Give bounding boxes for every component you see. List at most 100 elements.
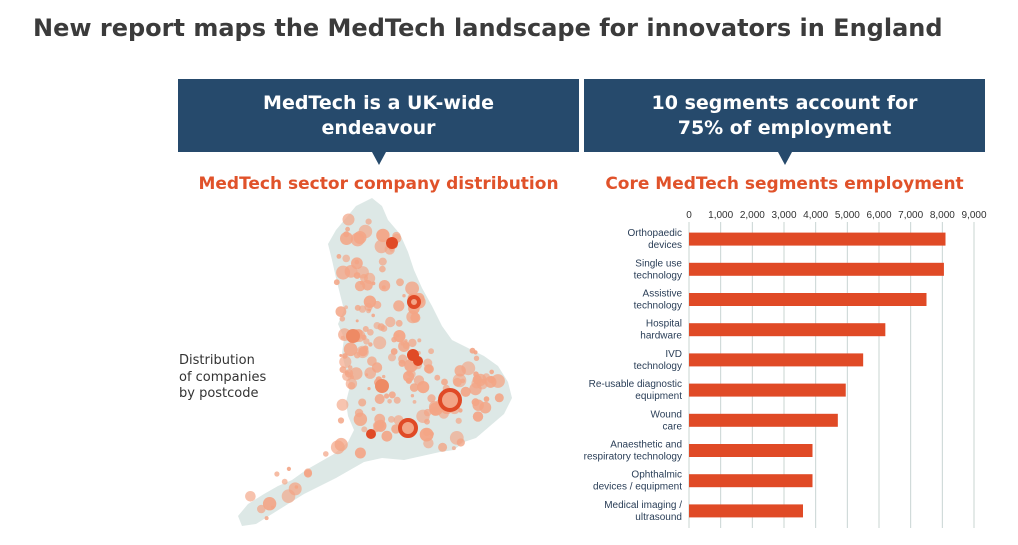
company-dot xyxy=(367,387,371,391)
company-dot xyxy=(340,335,345,340)
company-dot xyxy=(405,377,412,384)
company-dot xyxy=(373,322,381,330)
company-dot xyxy=(345,377,358,390)
x-tick-label: 0 xyxy=(686,210,692,221)
category-label: technology xyxy=(634,301,682,312)
company-dot xyxy=(342,213,355,226)
x-tick-label: 3,000 xyxy=(771,210,796,221)
company-dot xyxy=(395,319,403,327)
company-dot xyxy=(473,355,480,361)
company-dot xyxy=(366,308,371,314)
company-dot xyxy=(380,325,388,332)
company-dot xyxy=(364,367,376,379)
company-dot xyxy=(384,393,390,399)
company-dot xyxy=(340,232,353,245)
x-tick-label: 4,000 xyxy=(803,210,828,221)
company-dot xyxy=(489,369,495,375)
company-dot xyxy=(344,305,348,310)
company-dot xyxy=(388,353,396,362)
company-hub-dot xyxy=(346,329,360,343)
company-dot xyxy=(406,370,412,376)
company-hub-dot xyxy=(413,356,423,366)
company-dot xyxy=(358,346,368,357)
company-dot xyxy=(388,391,396,399)
map-subtitle: MedTech sector company distribution xyxy=(198,174,559,194)
company-dot xyxy=(349,367,363,380)
company-dot xyxy=(363,295,377,308)
category-label: Orthopaedic xyxy=(628,228,682,239)
company-dot xyxy=(424,418,430,425)
company-dot xyxy=(428,401,441,413)
company-dot xyxy=(388,416,395,423)
category-label: hardware xyxy=(640,331,682,342)
company-dot xyxy=(303,469,313,478)
company-dot xyxy=(390,348,398,355)
right-banner: 10 segments account for 75% of employmen… xyxy=(584,79,985,165)
bar xyxy=(689,323,886,337)
company-dot xyxy=(410,312,421,323)
map-caption-line2: of companies xyxy=(179,369,267,385)
x-tick-label: 1,000 xyxy=(708,210,733,221)
company-dot xyxy=(454,365,466,377)
company-dot xyxy=(354,447,366,459)
company-dot xyxy=(274,471,280,477)
company-dot xyxy=(358,398,367,407)
category-label: care xyxy=(663,421,683,432)
company-dots xyxy=(245,213,505,521)
company-dot xyxy=(342,254,350,263)
category-label: technology xyxy=(634,361,682,372)
company-dot xyxy=(337,417,345,424)
category-label: Re-usable diagnostic xyxy=(589,379,682,390)
employment-bar-chart: 0 1,000 2,000 3,000 4,000 5,000 6,000 7,000 8,00… xyxy=(584,210,987,528)
company-dot xyxy=(367,329,374,336)
category-label: devices / equipment xyxy=(593,482,682,493)
company-dot xyxy=(373,336,387,350)
category-label: Hospital xyxy=(646,319,682,330)
england-distribution-map xyxy=(238,198,512,526)
company-dot xyxy=(417,338,422,343)
company-hub-dot xyxy=(366,429,376,439)
right-banner-pointer xyxy=(777,152,792,165)
company-dot xyxy=(333,279,340,286)
bar xyxy=(689,444,813,457)
company-dot xyxy=(483,396,490,402)
bar xyxy=(689,353,864,367)
x-tick-label: 7,000 xyxy=(898,210,923,221)
category-label: ultrasound xyxy=(635,512,682,523)
map-caption-line1: Distribution xyxy=(179,353,255,368)
company-hub-dot xyxy=(375,379,389,393)
bar xyxy=(689,413,838,427)
x-tick-label: 2,000 xyxy=(740,210,765,221)
company-dot xyxy=(281,478,288,485)
company-dot xyxy=(402,294,406,298)
company-dot xyxy=(424,364,434,374)
company-dot xyxy=(469,347,476,354)
category-label: Medical imaging / xyxy=(604,500,682,511)
company-dot xyxy=(453,377,462,387)
company-dot xyxy=(245,491,256,502)
company-dot xyxy=(472,399,484,411)
company-hub-dot xyxy=(407,295,421,309)
bar xyxy=(689,262,944,276)
category-label: Single use xyxy=(635,258,682,269)
company-dot xyxy=(344,265,358,278)
company-dot xyxy=(359,280,364,285)
company-dot xyxy=(428,348,434,355)
company-dot xyxy=(477,378,488,390)
company-dot xyxy=(368,342,373,347)
company-dot xyxy=(365,218,372,225)
company-dot xyxy=(362,326,369,332)
category-label: Ophthalmic xyxy=(631,470,682,481)
company-dot xyxy=(343,342,358,357)
left-banner-line2: endeavour xyxy=(321,116,436,139)
bar xyxy=(689,383,846,397)
company-dot xyxy=(330,440,345,455)
company-dot xyxy=(494,393,504,403)
x-tick-label: 5,000 xyxy=(835,210,860,221)
company-dot xyxy=(419,427,434,442)
company-dot xyxy=(339,355,352,368)
company-dot xyxy=(365,373,369,377)
company-dot xyxy=(387,399,392,404)
map-caption: Distribution of companies by postcode xyxy=(179,353,266,403)
company-dot xyxy=(339,316,346,322)
